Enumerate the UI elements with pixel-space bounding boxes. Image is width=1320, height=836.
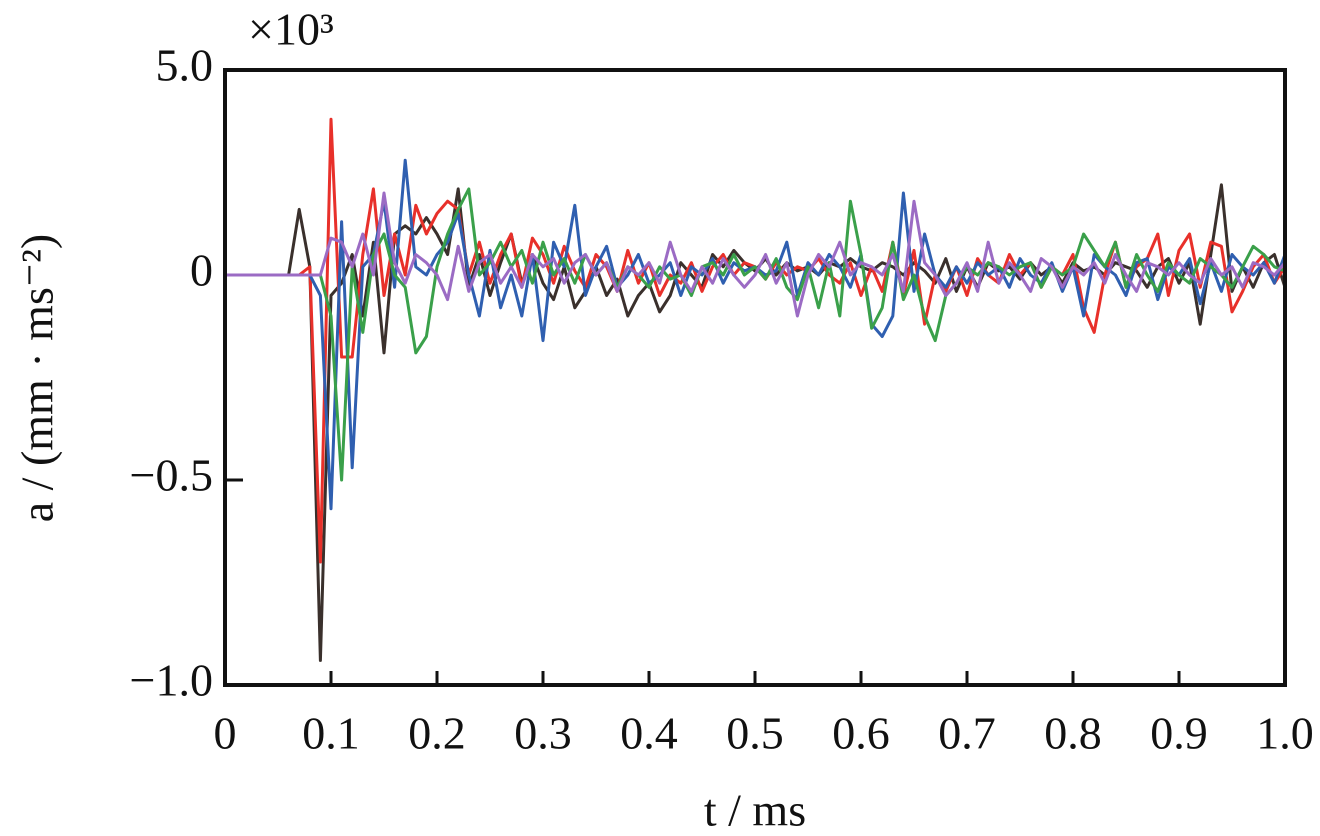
x-tick-label: 0.7 [938, 708, 996, 759]
x-tick-label: 0.2 [408, 708, 466, 759]
x-tick-label: 0 [214, 708, 237, 759]
y-multiplier: ×10³ [248, 4, 334, 55]
x-tick-label: 0.5 [726, 708, 784, 759]
plot-frame [223, 68, 1287, 687]
x-tick-label: 0.6 [832, 708, 890, 759]
x-tick-label: 1.0 [1256, 708, 1314, 759]
x-tick-label: 0.9 [1150, 708, 1208, 759]
x-tick-label: 0.4 [620, 708, 678, 759]
series-line [225, 187, 1286, 482]
series-line [225, 158, 1287, 511]
x-tick-label: 0.3 [514, 708, 572, 759]
x-tick-label: 0.1 [302, 708, 360, 759]
y-tick-label: 5.0 [156, 40, 214, 91]
x-tick-label: 0.8 [1044, 708, 1102, 759]
x-axis-label: t / ms [704, 785, 806, 836]
series-line [225, 191, 1287, 318]
y-tick-label: −0.5 [130, 450, 213, 501]
y-axis-label: a / (mm · ms⁻²) [12, 234, 63, 522]
y-tick-label: 0 [190, 245, 213, 296]
y-tick-label: −1.0 [130, 655, 213, 706]
series-line [225, 183, 1287, 662]
